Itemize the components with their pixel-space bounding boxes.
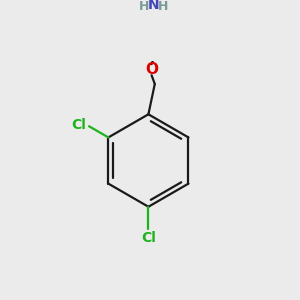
Text: N: N <box>147 0 159 12</box>
Text: H: H <box>139 0 150 13</box>
Text: H: H <box>158 0 168 13</box>
Text: Cl: Cl <box>141 232 156 245</box>
Text: O: O <box>145 62 158 77</box>
Text: Cl: Cl <box>71 118 86 133</box>
